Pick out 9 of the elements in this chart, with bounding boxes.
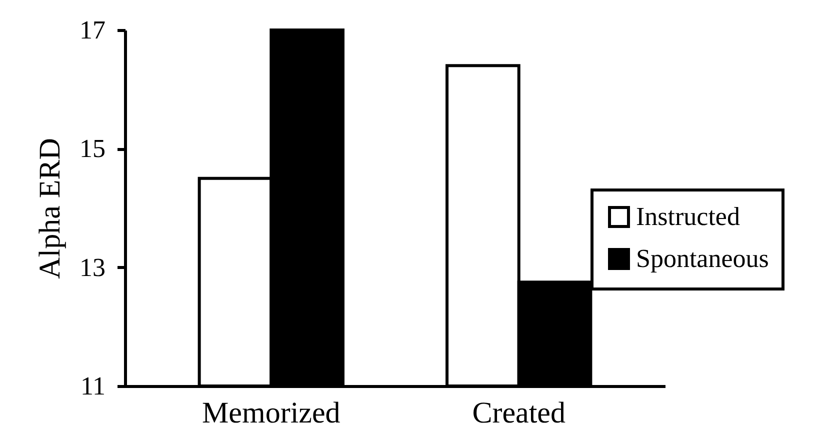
y-tick-label: 11 [80, 372, 106, 400]
y-tick-label: 17 [80, 16, 106, 44]
y-tick-label: 13 [80, 252, 106, 282]
x-tick-label: Memorized [202, 396, 340, 430]
y-axis-title: Alpha ERD [34, 138, 66, 279]
y-tick-label: 15 [80, 134, 106, 164]
x-tick-label: Created [472, 396, 566, 430]
legend-label: Instructed [636, 202, 740, 231]
legend-label: Spontaneous [636, 244, 769, 273]
